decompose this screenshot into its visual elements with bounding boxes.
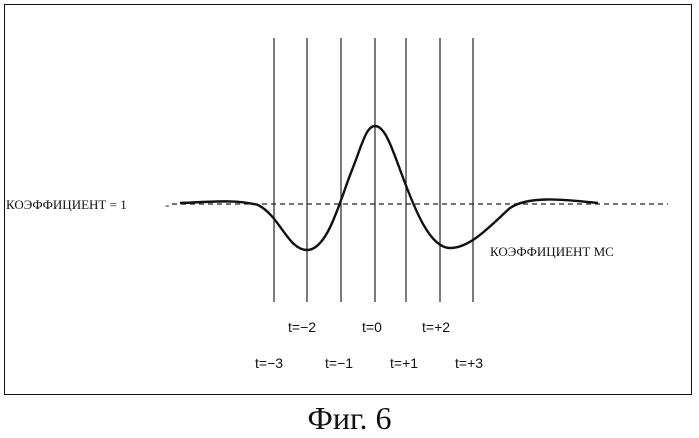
- reference-label: КОЭФФИЦИЕНТ = 1: [6, 197, 127, 212]
- time-grid-lines: [274, 38, 473, 302]
- reference-label-dash: -: [165, 197, 169, 212]
- time-label-t-minus-2: t=−2: [288, 319, 316, 335]
- time-label-t-plus-1: t=+1: [390, 355, 418, 371]
- time-label-t-minus-3: t=−3: [255, 355, 283, 371]
- time-label-t-plus-2: t=+2: [422, 319, 450, 335]
- time-label-t-0: t=0: [362, 319, 382, 335]
- curve-label: КОЭФФИЦИЕНТ МС: [490, 244, 614, 259]
- time-label-t-plus-3: t=+3: [455, 355, 483, 371]
- figure-caption: Фиг. 6: [0, 400, 699, 437]
- coefficient-curve: [180, 126, 598, 250]
- coefficient-diagram: КОЭФФИЦИЕНТ = 1 - КОЭФФИЦИЕНТ МС t=−2 t=…: [0, 0, 699, 400]
- time-label-t-minus-1: t=−1: [325, 355, 353, 371]
